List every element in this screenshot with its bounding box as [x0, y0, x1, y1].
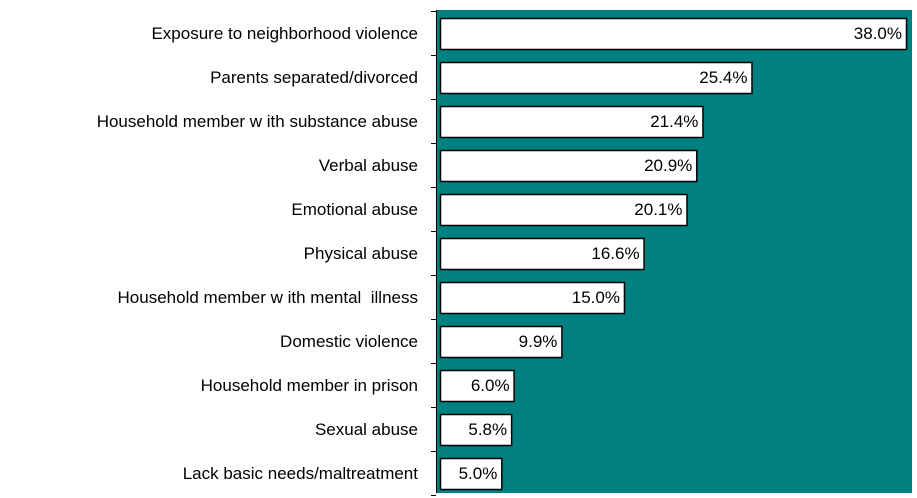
bar-value-label: 6.0% — [471, 376, 510, 395]
category-label: Domestic violence — [280, 332, 418, 351]
category-label: Household member w ith mental illness — [118, 288, 418, 307]
y-axis-ticks — [431, 11, 436, 496]
bar-value-label: 9.9% — [519, 332, 558, 351]
bar-value-label: 15.0% — [572, 288, 620, 307]
bar — [439, 149, 698, 183]
bar — [439, 237, 645, 271]
bar — [439, 193, 688, 227]
category-label: Verbal abuse — [319, 156, 418, 175]
category-label: Lack basic needs/maltreatment — [183, 464, 419, 483]
bar-value-label: 20.1% — [634, 200, 682, 219]
category-label: Household member in prison — [201, 376, 418, 395]
bar — [439, 413, 513, 447]
category-label: Physical abuse — [304, 244, 418, 263]
bar — [439, 61, 753, 95]
bar — [439, 281, 626, 315]
bar-value-label: 25.4% — [699, 68, 747, 87]
category-label: Household member w ith substance abuse — [97, 112, 418, 131]
category-label: Exposure to neighborhood violence — [151, 24, 418, 43]
bar — [439, 369, 515, 403]
bar — [439, 325, 563, 359]
bar-value-label: 16.6% — [591, 244, 639, 263]
bar-value-label: 21.4% — [650, 112, 698, 131]
category-label: Emotional abuse — [291, 200, 418, 219]
bar-value-label: 5.0% — [459, 464, 498, 483]
category-label: Sexual abuse — [315, 420, 418, 439]
category-labels: Exposure to neighborhood violence Parents… — [97, 24, 419, 483]
bar — [439, 457, 503, 491]
bar — [439, 17, 908, 51]
bar-value-label: 38.0% — [854, 24, 902, 43]
bar — [439, 105, 704, 139]
bars: 38.0% 25.4% 21.4% 20.9% 20.1% 16.6% 15.0% 9.9% 6… — [439, 17, 908, 491]
bar-value-label: 5.8% — [468, 420, 507, 439]
bar-value-label: 20.9% — [644, 156, 692, 175]
category-label: Parents separated/divorced — [210, 68, 418, 87]
